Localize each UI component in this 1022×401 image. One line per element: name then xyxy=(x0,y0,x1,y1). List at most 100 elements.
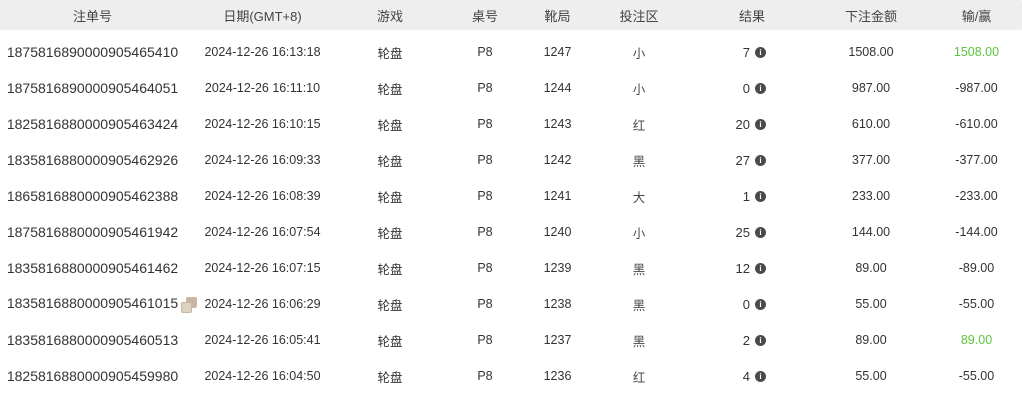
table-row: 1875816890000905464051 2024-12-26 16:11:… xyxy=(0,70,1022,106)
bet-id: 1875816880000905461942 xyxy=(6,224,179,240)
info-icon[interactable]: i xyxy=(755,370,766,382)
result-cell: 1 i xyxy=(693,189,811,204)
table-row: 1865816880000905462388 2024-12-26 16:08:… xyxy=(0,178,1022,214)
info-icon[interactable]: i xyxy=(755,334,766,346)
bet-id-cell: 1835816880000905460513 xyxy=(0,332,185,348)
shoe-round: 1240 xyxy=(543,225,572,239)
win-loss: -377.00 xyxy=(955,153,998,167)
info-icon[interactable]: i xyxy=(755,226,766,238)
bet-id: 1825816880000905463424 xyxy=(6,116,179,132)
shoe-round: 1243 xyxy=(543,117,572,131)
game-name: 轮盘 xyxy=(377,118,403,133)
bet-area: 小 xyxy=(632,46,646,61)
column-header-date: 日期(GMT+8) xyxy=(223,8,302,24)
result-number: 2 xyxy=(742,332,750,348)
column-header-game: 游戏 xyxy=(376,8,403,24)
copy-icon[interactable] xyxy=(181,296,198,313)
win-loss: -55.00 xyxy=(958,369,995,383)
bet-date: 2024-12-26 16:13:18 xyxy=(204,45,321,59)
info-icon[interactable]: i xyxy=(755,118,766,130)
bet-id: 1835816880000905460513 xyxy=(6,332,179,348)
info-icon[interactable]: i xyxy=(755,154,766,166)
bet-amount: 233.00 xyxy=(851,189,891,203)
bet-id-cell: 1835816880000905462926 xyxy=(0,152,185,168)
bet-id: 1875816890000905465410 xyxy=(6,44,179,60)
bet-date: 2024-12-26 16:04:50 xyxy=(204,369,321,383)
win-loss: 1508.00 xyxy=(953,45,1000,59)
shoe-round: 1237 xyxy=(543,333,572,347)
result-cell: 2 i xyxy=(693,333,811,348)
result-number: 0 xyxy=(742,296,750,312)
bet-area: 小 xyxy=(632,226,646,241)
win-loss: -144.00 xyxy=(955,225,998,239)
shoe-round: 1242 xyxy=(543,153,572,167)
bet-id-cell: 1875816890000905465410 xyxy=(0,44,185,60)
bet-date: 2024-12-26 16:07:15 xyxy=(204,261,321,275)
bet-area: 红 xyxy=(632,118,646,133)
table-number: P8 xyxy=(477,333,493,347)
bet-id: 1825816880000905459980 xyxy=(6,368,179,384)
result-number: 27 xyxy=(735,152,750,168)
info-icon[interactable]: i xyxy=(755,298,766,310)
bet-id: 1875816890000905464051 xyxy=(6,80,179,96)
table-row: 1835816880000905460513 2024-12-26 16:05:… xyxy=(0,322,1022,358)
game-name: 轮盘 xyxy=(377,262,403,277)
result-cell: 0 i xyxy=(693,297,811,312)
win-loss: 89.00 xyxy=(960,333,993,347)
game-name: 轮盘 xyxy=(377,226,403,241)
result-number: 1 xyxy=(742,188,750,204)
info-icon[interactable]: i xyxy=(755,46,766,58)
table-number: P8 xyxy=(477,225,493,239)
bet-date: 2024-12-26 16:08:39 xyxy=(204,189,321,203)
bet-id: 1835816880000905461462 xyxy=(6,260,179,276)
table-row: 1875816880000905461942 2024-12-26 16:07:… xyxy=(0,214,1022,250)
win-loss: -55.00 xyxy=(958,297,995,311)
result-number: 12 xyxy=(735,260,750,276)
bet-id-cell: 1835816880000905461462 xyxy=(0,260,185,276)
result-number: 7 xyxy=(742,44,750,60)
shoe-round: 1236 xyxy=(543,369,572,383)
table-number: P8 xyxy=(477,189,493,203)
bet-amount: 55.00 xyxy=(855,369,887,383)
result-number: 4 xyxy=(742,368,750,384)
shoe-round: 1244 xyxy=(543,81,572,95)
bet-id-cell: 1875816890000905464051 xyxy=(0,80,185,96)
info-icon[interactable]: i xyxy=(755,190,766,202)
win-loss: -233.00 xyxy=(955,189,998,203)
table-header-row: 注单号 日期(GMT+8) 游戏 桌号 靴局 投注区 结果 下注金额 输/赢 xyxy=(0,0,1022,30)
table-number: P8 xyxy=(477,261,493,275)
bet-id-cell: 1825816880000905459980 xyxy=(0,368,185,384)
bet-id-cell: 1865816880000905462388 xyxy=(0,188,185,204)
result-cell: 25 i xyxy=(693,225,811,240)
table-row: 1835816880000905461462 2024-12-26 16:07:… xyxy=(0,250,1022,286)
bet-id: 1835816880000905462926 xyxy=(6,152,179,168)
table-row: 1835816880000905461015 2024-12-26 16:06:… xyxy=(0,286,1022,322)
bet-date: 2024-12-26 16:06:29 xyxy=(204,297,321,311)
bet-amount: 89.00 xyxy=(855,261,887,275)
shoe-round: 1247 xyxy=(543,45,572,59)
result-cell: 4 i xyxy=(693,369,811,384)
win-loss: -89.00 xyxy=(958,261,995,275)
result-cell: 12 i xyxy=(693,261,811,276)
bet-id: 1865816880000905462388 xyxy=(6,188,179,204)
table-row: 1825816880000905459980 2024-12-26 16:04:… xyxy=(0,358,1022,394)
result-cell: 27 i xyxy=(693,153,811,168)
column-header-shoe: 靴局 xyxy=(544,8,571,24)
win-loss: -610.00 xyxy=(955,117,998,131)
info-icon[interactable]: i xyxy=(755,262,766,274)
result-cell: 20 i xyxy=(693,117,811,132)
bet-area: 小 xyxy=(632,82,646,97)
table-number: P8 xyxy=(477,297,493,311)
column-header-bet_id: 注单号 xyxy=(72,8,112,24)
column-header-result: 结果 xyxy=(738,8,765,24)
game-name: 轮盘 xyxy=(377,190,403,205)
result-cell: 7 i xyxy=(693,45,811,60)
bet-area: 大 xyxy=(632,190,646,205)
game-name: 轮盘 xyxy=(377,370,403,385)
bet-area: 黑 xyxy=(632,262,646,277)
bet-amount: 987.00 xyxy=(851,81,891,95)
table-number: P8 xyxy=(477,153,493,167)
game-name: 轮盘 xyxy=(377,46,403,61)
table-number: P8 xyxy=(477,81,493,95)
info-icon[interactable]: i xyxy=(755,82,766,94)
